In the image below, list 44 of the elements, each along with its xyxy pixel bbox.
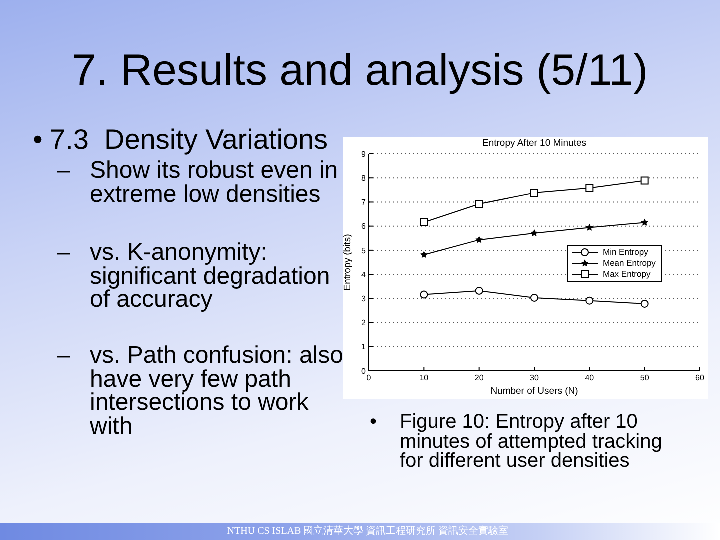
x-tick-label: 10 bbox=[420, 374, 430, 383]
text: 7. Results and analysis (5/11) bbox=[70, 45, 650, 97]
point bbox=[420, 252, 428, 258]
point bbox=[530, 189, 538, 198]
y-tick-label: 1 bbox=[362, 342, 367, 352]
point bbox=[530, 294, 538, 302]
y-tick-label: 7 bbox=[362, 198, 367, 208]
point bbox=[531, 230, 538, 236]
point bbox=[475, 200, 484, 208]
text: • Figure 10: Entropy after 10 minutes of attempted tracking for different user densities bbox=[370, 411, 664, 472]
text: NTHU CS ISLAB 國立清華大學 資訊工程研究所 資訊安全實驗室 bbox=[0, 523, 720, 540]
text: • 7.3 Density Variations bbox=[33, 124, 330, 156]
y-tick-label: 0 bbox=[362, 366, 367, 376]
point bbox=[476, 236, 483, 243]
x-tick-label: 20 bbox=[474, 374, 484, 383]
point bbox=[420, 218, 428, 226]
x-tick-label: 40 bbox=[585, 374, 595, 383]
point bbox=[640, 300, 649, 308]
legend-label: Mean Entropy bbox=[603, 258, 656, 269]
point bbox=[586, 224, 594, 231]
text: – vs. K-anonymity: significant degradation of accuracy bbox=[57, 239, 330, 313]
x-tick-label: 60 bbox=[696, 374, 705, 383]
point bbox=[586, 184, 594, 192]
chart-title: Entropy After 10 Minutes bbox=[481, 138, 588, 150]
y-tick-label: 6 bbox=[362, 222, 367, 232]
y-tick-label: 5 bbox=[362, 246, 367, 256]
x-tick-label: 30 bbox=[530, 374, 540, 383]
text: – Show its robust even in extreme low densities bbox=[57, 157, 340, 208]
y-axis-title: Entropy (bits) bbox=[342, 234, 354, 291]
point bbox=[586, 296, 594, 305]
x-tick-label: 50 bbox=[640, 374, 650, 383]
text: – vs. Path confusion: also have very few path intersections to work with bbox=[57, 342, 344, 440]
point bbox=[640, 176, 649, 185]
y-tick-label: 2 bbox=[362, 318, 367, 328]
point bbox=[641, 219, 648, 226]
point bbox=[420, 290, 428, 299]
legend-label: Max Entropy bbox=[603, 269, 651, 280]
y-tick-label: 9 bbox=[362, 150, 367, 159]
y-tick-label: 3 bbox=[362, 294, 367, 304]
point bbox=[475, 286, 484, 295]
y-tick-label: 8 bbox=[362, 174, 367, 183]
y-tick-label: 4 bbox=[362, 270, 367, 280]
legend-label: Min Entropy bbox=[603, 247, 648, 258]
x-axis-title: Number of Users (N) bbox=[490, 386, 578, 397]
